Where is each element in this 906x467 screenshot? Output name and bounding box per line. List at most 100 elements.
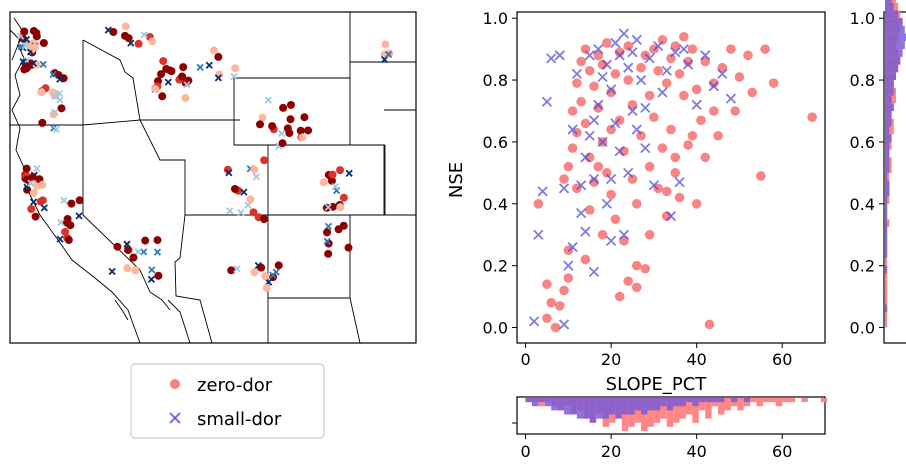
map-small-dor-marker — [324, 222, 333, 231]
map-zero-dor-marker — [37, 88, 46, 97]
map-zero-dor-marker — [231, 64, 240, 73]
zero-dor-hist-bar — [673, 398, 680, 423]
small-dor-point — [584, 130, 595, 141]
zero-dor-point — [602, 168, 612, 178]
zero-dor-point — [644, 229, 655, 240]
small-dor-point — [593, 43, 604, 55]
small-dor-point — [610, 118, 621, 129]
map-small-dor-marker — [272, 268, 280, 276]
small-dor-hist-bar — [885, 234, 888, 243]
small-dor-point — [682, 59, 694, 70]
map-small-dor-marker — [323, 237, 331, 245]
small-dor-hist-bar — [885, 80, 894, 88]
zero-dor-points — [533, 31, 817, 333]
map-zero-dor-marker — [158, 92, 167, 101]
small-dor-point — [618, 229, 630, 240]
zero-dor-point — [636, 130, 646, 141]
zero-dor-hist-bar — [660, 398, 667, 419]
small-dor-point — [546, 53, 557, 64]
small-dor-hist-bar — [653, 398, 661, 411]
small-dor-point — [610, 37, 621, 49]
map-zero-dor-marker — [260, 215, 269, 224]
map-small-dor-marker — [40, 204, 48, 212]
small-dor-hist-bar — [885, 33, 906, 42]
small-dor-hist-bar — [885, 250, 888, 258]
zero-dor-hist-bar — [750, 398, 757, 403]
small-dor-hist-bar — [589, 398, 597, 423]
map-zero-dor-marker — [64, 235, 73, 244]
map-zero-dor-marker — [167, 67, 176, 76]
small-dor-hist-bar — [544, 398, 552, 407]
zero-dor-hist-bar — [685, 398, 693, 415]
zero-dor-point — [580, 118, 591, 129]
small-dor-point — [597, 71, 608, 83]
bottom-x-tick-label: 0 — [520, 442, 530, 461]
x-tick-label: 0 — [520, 350, 530, 369]
map-small-dor-marker — [56, 235, 64, 243]
map-small-dor-marker — [140, 31, 148, 39]
small-dor-hist-bar — [570, 398, 577, 415]
map-small-dor-marker — [240, 188, 248, 196]
small-dor-hist-bar — [557, 398, 565, 411]
small-dor-hist-bar — [885, 304, 888, 313]
map-zero-dor-marker — [256, 120, 265, 129]
small-dor-hist-bar — [596, 398, 603, 419]
zero-dor-hist-bar — [769, 398, 776, 403]
map-small-dor-marker — [39, 60, 47, 69]
zero-dor-point — [708, 78, 719, 88]
zero-dor-point — [580, 44, 591, 54]
zero-dor-point — [734, 72, 745, 82]
map-zero-dor-marker — [336, 203, 345, 212]
map-small-dor-marker — [134, 248, 142, 256]
small-dor-hist-bar — [743, 398, 751, 403]
y-tick-label: 0.4 — [483, 195, 508, 214]
bottom-histogram-x-ticks: 0 20 40 60 — [520, 434, 792, 461]
zero-dor-point — [533, 198, 544, 209]
zero-dor-point — [559, 285, 569, 296]
zero-dor-point — [704, 319, 715, 330]
right-y-tick-label: 1.0 — [850, 9, 875, 28]
small-dor-point — [640, 142, 651, 154]
map-zero-dor-marker — [75, 196, 84, 205]
small-dor-hist-bar — [705, 398, 712, 403]
map-small-dor-marker — [140, 248, 148, 256]
small-dor-point — [644, 53, 655, 64]
map-small-dor-marker — [51, 108, 59, 116]
zero-dor-point — [708, 106, 719, 116]
map-zero-dor-marker — [274, 261, 283, 270]
zero-dor-point — [683, 140, 693, 150]
map-station-markers — [16, 22, 394, 292]
map-small-dor-marker — [331, 182, 339, 191]
small-dor-point — [665, 211, 677, 222]
y-tick-label: 0.8 — [483, 71, 508, 90]
small-dor-hist-bar — [885, 49, 903, 57]
small-dor-point — [554, 50, 565, 61]
map-zero-dor-marker — [227, 266, 236, 275]
small-dor-hist-bar — [673, 398, 680, 407]
map-zero-dor-marker — [131, 266, 140, 275]
y-tick-label: 1.0 — [483, 9, 508, 28]
small-dor-point — [618, 28, 630, 39]
map-small-dor-marker — [196, 63, 204, 71]
small-dor-hist-bar — [583, 398, 590, 419]
bottom-x-tick-label: 60 — [772, 442, 792, 461]
zero-dor-point — [666, 124, 676, 135]
zero-dor-point — [589, 81, 599, 92]
small-dor-hist-bar — [647, 398, 654, 411]
small-dor-hist-bar — [698, 398, 706, 403]
zero-dor-hist-bar — [885, 281, 888, 289]
map-small-dor-marker — [55, 89, 64, 98]
small-dor-hist-bar — [885, 242, 888, 251]
coastline — [11, 17, 141, 344]
small-dor-hist-bar — [551, 398, 558, 411]
zero-dor-point — [691, 198, 702, 209]
map-zero-dor-marker — [38, 118, 47, 127]
zero-dor-point — [756, 171, 766, 181]
small-dor-hist-bar — [885, 211, 888, 220]
small-dor-point — [627, 105, 638, 117]
map-zero-dor-marker — [36, 197, 45, 206]
zero-dor-hist-bar — [885, 319, 888, 328]
map-zero-dor-marker — [250, 165, 259, 174]
map-small-dor-marker — [205, 61, 213, 69]
zero-dor-point — [606, 124, 616, 135]
